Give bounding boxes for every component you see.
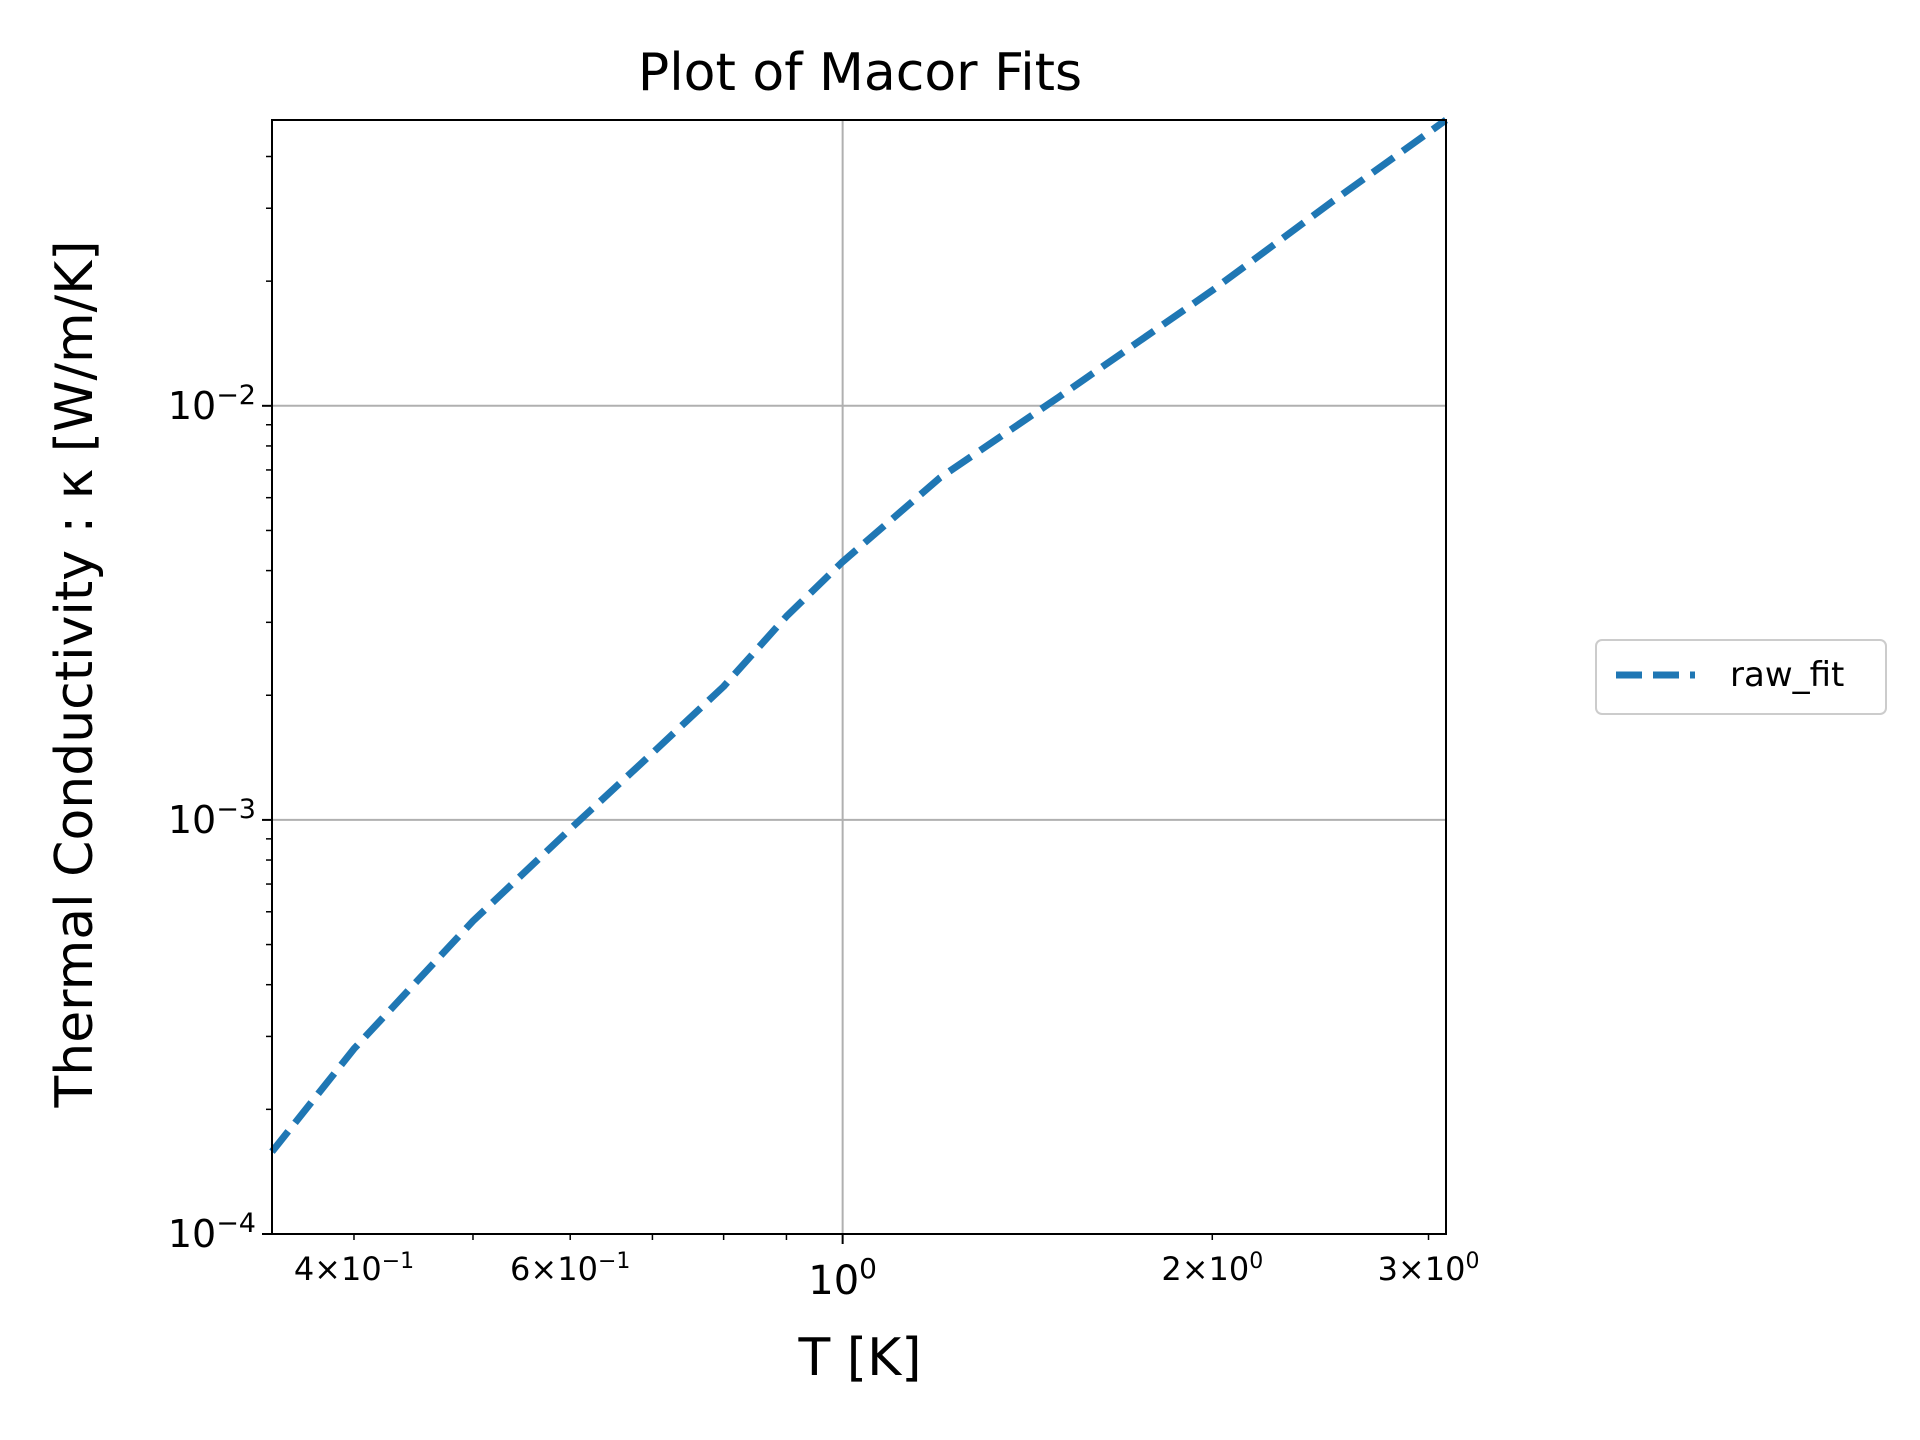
y-tick-label: 10−3: [168, 793, 256, 842]
grid: [272, 120, 1446, 1235]
x-minor-tick-label: 3×100: [1378, 1249, 1480, 1289]
y-tick-label: 10−4: [168, 1208, 256, 1257]
series-line-0: [269, 117, 1449, 1154]
x-minor-tick-label: 4×10−1: [294, 1249, 414, 1289]
axes-frame: [271, 119, 1447, 1235]
y-axis-label: Thermal Conductivity : κ [W/m/K]: [45, 240, 105, 1108]
x-tick-label: 100: [808, 1252, 877, 1305]
x-minor-tick-label: 2×100: [1161, 1249, 1263, 1289]
legend-frame: [1595, 639, 1887, 715]
series-layer: [269, 117, 1449, 1154]
chart-title: Plot of Macor Fits: [638, 43, 1082, 103]
y-tick-label: 10−2: [168, 379, 256, 428]
legend[interactable]: raw_fit: [1595, 639, 1887, 715]
x-axis-label: T [K]: [798, 1328, 922, 1388]
x-minor-tick-label: 6×10−1: [510, 1249, 630, 1289]
legend-label-raw-fit: raw_fit: [1730, 655, 1844, 695]
ticks: 10−4 10−3 10−2 100 4×10−1 6×10−1 2×100 3×100: [168, 155, 1480, 1305]
